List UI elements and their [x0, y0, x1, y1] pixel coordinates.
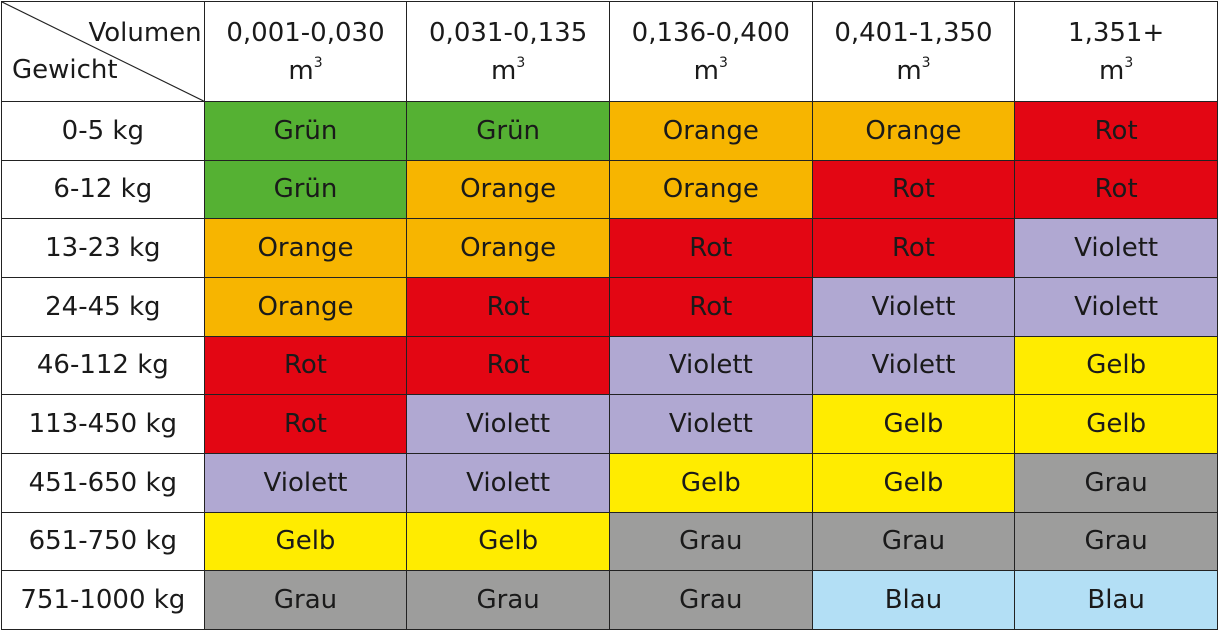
color-category-cell: Gelb	[811, 452, 1016, 513]
color-category-cell: Grau	[608, 570, 813, 630]
weight-range-cell: 24-45 kg	[1, 276, 205, 337]
color-category-cell: Blau	[1014, 570, 1218, 630]
color-category-cell: Orange	[203, 276, 408, 337]
volume-axis-label: Volumen	[88, 18, 202, 48]
color-category-cell: Violett	[1014, 218, 1218, 278]
weight-range-cell: 13-23 kg	[1, 218, 205, 278]
diagonal-divider	[2, 2, 204, 101]
color-category-cell: Rot	[608, 276, 813, 337]
weight-range-cell: 6-12 kg	[1, 159, 205, 220]
color-category-cell: Grau	[203, 570, 408, 630]
color-category-cell: Grün	[203, 159, 408, 220]
weight-axis-label: Gewicht	[12, 55, 118, 85]
color-category-cell: Rot	[203, 394, 408, 454]
color-category-cell: Violett	[406, 452, 610, 513]
color-category-cell: Orange	[608, 101, 813, 161]
color-category-cell: Orange	[203, 218, 408, 278]
color-category-cell: Rot	[811, 218, 1016, 278]
column-range: 1,351+	[1068, 17, 1165, 48]
column-unit: m3	[288, 54, 323, 86]
color-category-cell: Rot	[608, 218, 813, 278]
column-unit: m3	[693, 54, 728, 86]
color-category-cell: Grau	[1014, 511, 1218, 572]
color-category-cell: Violett	[608, 394, 813, 454]
color-category-cell: Gelb	[608, 452, 813, 513]
color-category-cell: Orange	[406, 218, 610, 278]
weight-range-cell: 0-5 kg	[1, 101, 205, 161]
table-row: 451-650 kg Violett Violett Gelb Gelb Grau	[1, 452, 1218, 513]
color-category-cell: Rot	[406, 276, 610, 337]
color-category-cell: Gelb	[1014, 335, 1218, 396]
color-category-cell: Grau	[406, 570, 610, 630]
color-category-cell: Orange	[608, 159, 813, 220]
color-category-cell: Gelb	[1014, 394, 1218, 454]
column-unit: m3	[896, 54, 931, 86]
color-category-cell: Violett	[608, 335, 813, 396]
color-category-cell: Gelb	[203, 511, 408, 572]
column-header: 0,136-0,400 m3	[608, 1, 813, 102]
color-category-cell: Grün	[406, 101, 610, 161]
weight-range-cell: 651-750 kg	[1, 511, 205, 572]
color-category-cell: Grau	[811, 511, 1016, 572]
color-category-cell: Rot	[1014, 101, 1218, 161]
color-category-cell: Grau	[608, 511, 813, 572]
color-category-cell: Violett	[811, 276, 1016, 337]
table-row: 13-23 kg Orange Orange Rot Rot Violett	[1, 218, 1218, 278]
table-row: 651-750 kg Gelb Gelb Grau Grau Grau	[1, 511, 1218, 572]
column-unit: m3	[1099, 54, 1134, 86]
column-header: 0,401-1,350 m3	[811, 1, 1016, 102]
table-row: 24-45 kg Orange Rot Rot Violett Violett	[1, 276, 1218, 337]
color-category-cell: Rot	[203, 335, 408, 396]
column-unit: m3	[491, 54, 526, 86]
color-category-cell: Gelb	[811, 394, 1016, 454]
color-category-cell: Orange	[406, 159, 610, 220]
color-category-cell: Gelb	[406, 511, 610, 572]
column-range: 0,001-0,030	[226, 17, 385, 48]
table-header: Volumen Gewicht 0,001-0,030 m3 0,031-0,1…	[1, 1, 1218, 102]
weight-range-cell: 451-650 kg	[1, 452, 205, 513]
color-category-cell: Violett	[811, 335, 1016, 396]
column-range: 0,401-1,350	[834, 17, 993, 48]
column-range: 0,031-0,135	[429, 17, 588, 48]
color-category-cell: Orange	[811, 101, 1016, 161]
header-row: Volumen Gewicht 0,001-0,030 m3 0,031-0,1…	[1, 1, 1218, 102]
color-category-cell: Blau	[811, 570, 1016, 630]
color-category-cell: Grün	[203, 101, 408, 161]
color-category-cell: Grau	[1014, 452, 1218, 513]
weight-range-cell: 751-1000 kg	[1, 570, 205, 630]
table-body: 0-5 kg Grün Grün Orange Orange Rot 6-12 kg Grün…	[1, 101, 1218, 630]
color-category-cell: Violett	[203, 452, 408, 513]
color-category-cell: Violett	[1014, 276, 1218, 337]
weight-range-cell: 113-450 kg	[1, 394, 205, 454]
table-row: 751-1000 kg Grau Grau Grau Blau Blau	[1, 570, 1218, 630]
column-header: 0,031-0,135 m3	[406, 1, 610, 102]
color-category-cell: Violett	[406, 394, 610, 454]
column-range: 0,136-0,400	[631, 17, 790, 48]
table-row: 113-450 kg Rot Violett Violett Gelb Gelb	[1, 394, 1218, 454]
table-row: 6-12 kg Grün Orange Orange Rot Rot	[1, 159, 1218, 220]
color-category-cell: Rot	[1014, 159, 1218, 220]
column-header: 1,351+ m3	[1014, 1, 1218, 102]
table-row: 46-112 kg Rot Rot Violett Violett Gelb	[1, 335, 1218, 396]
color-category-cell: Rot	[406, 335, 610, 396]
color-category-cell: Rot	[811, 159, 1016, 220]
weight-range-cell: 46-112 kg	[1, 335, 205, 396]
column-header: 0,001-0,030 m3	[203, 1, 408, 102]
table-row: 0-5 kg Grün Grün Orange Orange Rot	[1, 101, 1218, 161]
corner-cell: Volumen Gewicht	[1, 1, 205, 102]
